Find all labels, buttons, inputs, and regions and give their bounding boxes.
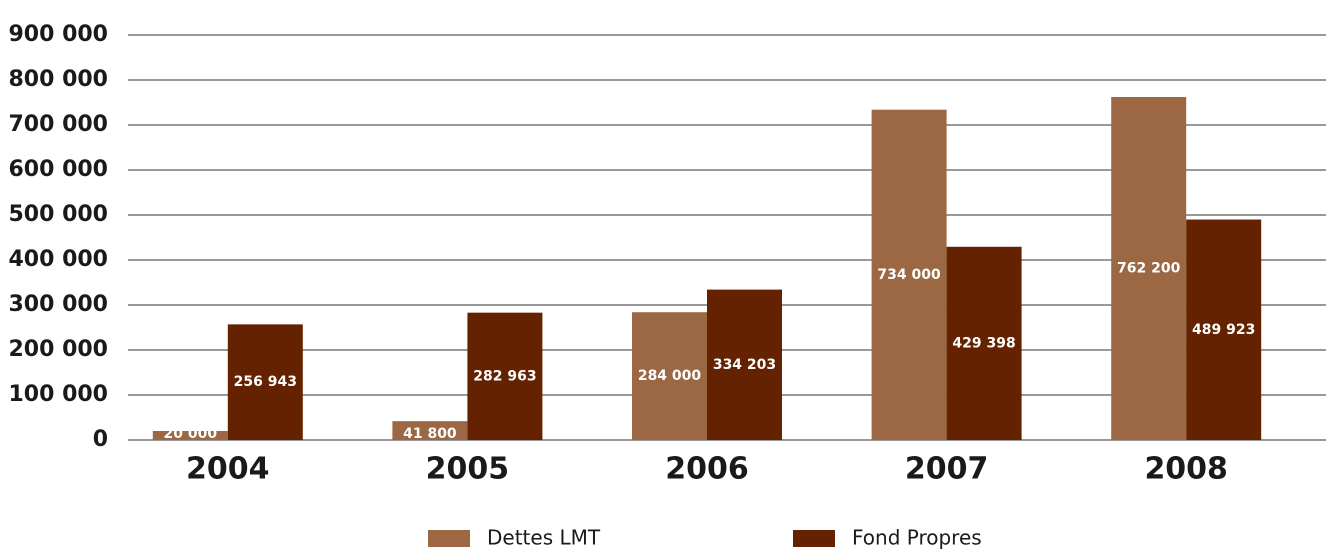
legend-swatch — [793, 530, 835, 547]
bar — [1186, 219, 1262, 440]
x-tick-label: 2005 — [426, 452, 510, 487]
x-tick-label: 2007 — [905, 452, 989, 487]
legend-swatch — [428, 530, 470, 547]
bar — [1111, 97, 1187, 440]
bar — [632, 312, 707, 440]
y-tick-label: 500 000 — [8, 202, 108, 227]
value-label: 762 200 — [1117, 261, 1181, 277]
legend-label: Fond Propres — [852, 526, 982, 550]
y-tick-label: 0 — [93, 427, 108, 452]
bar — [946, 246, 1022, 440]
value-label: 41 800 — [403, 426, 457, 442]
value-label: 429 398 — [952, 335, 1015, 351]
y-tick-label: 400 000 — [8, 247, 108, 272]
bar — [871, 109, 947, 440]
value-label: 734 000 — [877, 267, 941, 283]
x-tick-label: 2006 — [665, 452, 749, 487]
value-label: 334 203 — [713, 357, 776, 373]
y-tick-label: 600 000 — [8, 157, 108, 182]
value-label: 282 963 — [473, 368, 536, 384]
bar — [392, 421, 468, 440]
bar — [227, 324, 303, 440]
y-tick-label: 100 000 — [8, 382, 108, 407]
y-tick-label: 700 000 — [8, 112, 108, 137]
bar — [707, 289, 782, 440]
value-label: 256 943 — [234, 374, 297, 390]
x-tick-label: 2004 — [186, 452, 270, 487]
y-tick-label: 200 000 — [8, 337, 108, 362]
bar — [152, 431, 228, 440]
y-tick-label: 800 000 — [8, 67, 108, 92]
y-tick-label: 300 000 — [8, 292, 108, 317]
value-label: 489 923 — [1192, 322, 1255, 338]
bar — [467, 312, 543, 440]
y-tick-label: 900 000 — [8, 22, 108, 47]
x-tick-label: 2008 — [1144, 452, 1228, 487]
value-label: 284 000 — [638, 368, 702, 384]
value-label: 20 000 — [164, 426, 218, 442]
legend-label: Dettes LMT — [487, 526, 601, 550]
